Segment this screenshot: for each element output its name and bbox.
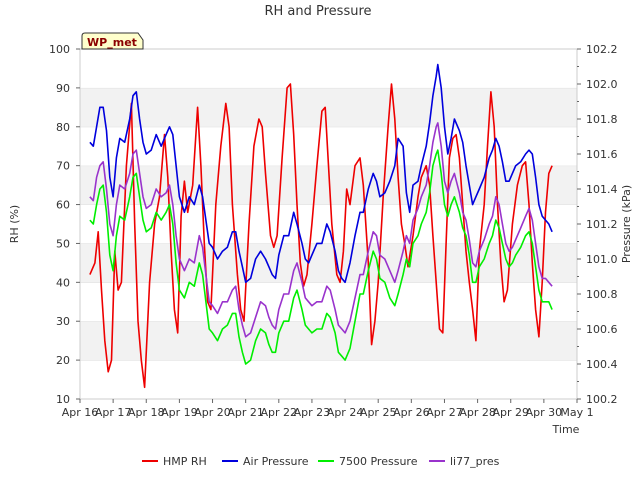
site-badge: WP_met — [81, 32, 144, 50]
series-line-air-pressure — [89, 63, 553, 284]
grid-band — [80, 49, 577, 88]
grid-band — [80, 87, 577, 127]
x-tick-label: Apr 20 — [194, 406, 231, 419]
y-left-tick-label: 80 — [56, 121, 70, 134]
x-tick-label: Apr 26 — [393, 406, 430, 419]
y-axis-left: 10 20 30 40 50 60 70 80 90 100 — [49, 43, 80, 406]
x-tick-label: Apr 30 — [526, 406, 563, 419]
x-tick-label: Apr 28 — [459, 406, 496, 419]
grid-band — [80, 243, 577, 283]
y-right-tick-label: 100.8 — [586, 288, 618, 301]
y-right-tick-label: 102.2 — [586, 43, 618, 56]
y-axis-right: 100.2 100.4 100.6 100.8 101.0 101.2 101.4 101.6… — [577, 43, 618, 406]
y-right-tick-label: 101.4 — [586, 183, 618, 196]
y-right-tick-label: 101.0 — [586, 253, 618, 266]
legend: HMP RH Air Pressure 7500 Pressure li77_pres — [142, 455, 500, 468]
y-left-tick-label: 70 — [56, 160, 70, 173]
y-right-tick-label: 101.2 — [586, 218, 618, 231]
x-axis-title: Time — [552, 423, 580, 436]
legend-label: li77_pres — [450, 455, 500, 468]
series-lines — [89, 63, 553, 389]
y-right-tick-label: 100.6 — [586, 323, 618, 336]
x-tick-label: Apr 23 — [294, 406, 331, 419]
y-left-tick-label: 40 — [56, 276, 70, 289]
y-right-tick-label: 100.4 — [586, 358, 618, 371]
y-axis-right-title: Pressure (kPa) — [620, 185, 633, 263]
y-left-tick-label: 90 — [56, 82, 70, 95]
grid-band — [80, 321, 577, 361]
y-left-tick-label: 10 — [56, 393, 70, 406]
y-right-tick-label: 101.6 — [586, 148, 618, 161]
x-tick-label: Apr 21 — [227, 406, 264, 419]
y-right-tick-label: 102.0 — [586, 78, 618, 91]
x-tick-label: Apr 16 — [62, 406, 99, 419]
y-right-tick-label: 100.2 — [586, 393, 618, 406]
y-right-tick-label: 101.8 — [586, 113, 618, 126]
series-line-li77-pres — [89, 122, 553, 338]
x-tick-label: Apr 18 — [128, 406, 165, 419]
series-line-hmp-rh — [89, 83, 553, 389]
x-tick-label: Apr 19 — [161, 406, 198, 419]
y-axis-left-title: RH (%) — [8, 205, 21, 243]
legend-label: 7500 Pressure — [339, 455, 418, 468]
legend-label: HMP RH — [163, 455, 207, 468]
y-left-tick-label: 100 — [49, 43, 70, 56]
legend-label: Air Pressure — [243, 455, 309, 468]
series-line-7500-pressure — [89, 149, 553, 365]
y-left-tick-label: 20 — [56, 354, 70, 367]
x-tick-label: Apr 22 — [261, 406, 298, 419]
y-left-tick-label: 60 — [56, 199, 70, 212]
grid-band — [80, 360, 577, 399]
site-label: WP_met — [87, 36, 137, 49]
y-left-tick-label: 30 — [56, 315, 70, 328]
x-tick-label: Apr 27 — [426, 406, 463, 419]
x-tick-label: Apr 17 — [95, 406, 132, 419]
x-tick-label: Apr 24 — [327, 406, 364, 419]
x-tick-label: Apr 29 — [492, 406, 529, 419]
x-tick-label: May 1 — [560, 406, 593, 419]
x-tick-label: Apr 25 — [360, 406, 397, 419]
chart-title: RH and Pressure — [264, 4, 371, 19]
y-left-tick-label: 50 — [56, 237, 70, 250]
